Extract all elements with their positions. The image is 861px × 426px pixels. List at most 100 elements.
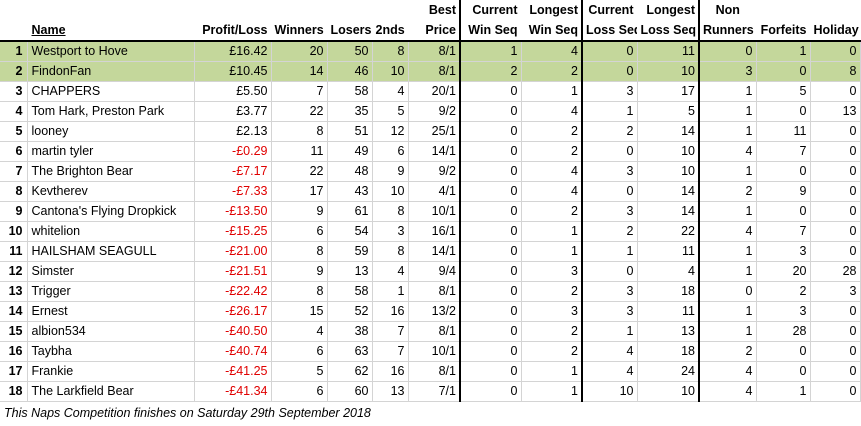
losers-cell: 59 [327, 241, 373, 262]
longest-win-seq-cell: 2 [521, 321, 583, 342]
header-longest-win: Longest [521, 0, 583, 20]
current-loss-seq-cell: 0 [582, 141, 638, 162]
non-runners-cell: 1 [699, 121, 757, 142]
header-current-loss: Current [582, 0, 638, 20]
profit-loss-cell: £16.42 [194, 41, 272, 62]
losers-cell: 50 [327, 41, 373, 62]
position-cell: 14 [0, 301, 28, 322]
header-profit-loss: Profit/Loss [194, 20, 272, 42]
position-cell: 10 [0, 221, 28, 242]
table-row: 3 CHAPPERS £5.50 7 58 4 20/1 0 1 3 17 1 5 0 [0, 81, 861, 102]
holiday-cell: 0 [810, 221, 861, 242]
position-cell: 13 [0, 281, 28, 302]
table-row: 12 Simster -£21.51 9 13 4 9/4 0 3 0 4 1 20 28 [0, 261, 861, 282]
seconds-cell: 13 [372, 381, 409, 402]
profit-loss-cell: -£7.17 [194, 161, 272, 182]
profit-loss-cell: -£13.50 [194, 201, 272, 222]
current-loss-seq-cell: 4 [582, 361, 638, 382]
non-runners-cell: 0 [699, 281, 757, 302]
holiday-cell: 0 [810, 181, 861, 202]
seconds-cell: 1 [372, 281, 409, 302]
non-runners-cell: 4 [699, 361, 757, 382]
naps-league-table: Best Current Longest Current Longest Non… [0, 0, 861, 402]
holiday-cell: 13 [810, 101, 861, 122]
non-runners-cell: 1 [699, 261, 757, 282]
profit-loss-cell: £3.77 [194, 101, 272, 122]
table-row: 10 whitelion -£15.25 6 54 3 16/1 0 1 2 22 4 7 0 [0, 221, 861, 242]
losers-cell: 54 [327, 221, 373, 242]
current-loss-seq-cell: 0 [582, 261, 638, 282]
best-price-cell: 20/1 [408, 81, 461, 102]
player-name-cell: Frankie [27, 361, 195, 382]
current-win-seq-cell: 0 [460, 281, 522, 302]
longest-loss-seq-cell: 14 [637, 121, 700, 142]
longest-loss-seq-cell: 14 [637, 201, 700, 222]
holiday-cell: 8 [810, 61, 861, 82]
current-loss-seq-cell: 3 [582, 301, 638, 322]
longest-loss-seq-cell: 10 [637, 61, 700, 82]
current-loss-seq-cell: 3 [582, 161, 638, 182]
winners-cell: 4 [271, 321, 328, 342]
longest-loss-seq-cell: 10 [637, 381, 700, 402]
winners-cell: 7 [271, 81, 328, 102]
forfeits-cell: 3 [756, 241, 811, 262]
player-name-cell: Kevtherev [27, 181, 195, 202]
position-cell: 11 [0, 241, 28, 262]
current-win-seq-cell: 0 [460, 81, 522, 102]
losers-cell: 63 [327, 341, 373, 362]
longest-loss-seq-cell: 11 [637, 41, 700, 62]
forfeits-cell: 1 [756, 381, 811, 402]
longest-win-seq-cell: 2 [521, 121, 583, 142]
table-row: 14 Ernest -£26.17 15 52 16 13/2 0 3 3 11 1 3 0 [0, 301, 861, 322]
header-win-seq-longest: Win Seq [521, 20, 583, 42]
forfeits-cell: 20 [756, 261, 811, 282]
longest-loss-seq-cell: 10 [637, 141, 700, 162]
current-win-seq-cell: 2 [460, 61, 522, 82]
best-price-cell: 8/1 [408, 361, 461, 382]
current-loss-seq-cell: 3 [582, 201, 638, 222]
player-name-cell: Tom Hark, Preston Park [27, 101, 195, 122]
holiday-cell: 3 [810, 281, 861, 302]
winners-cell: 6 [271, 221, 328, 242]
non-runners-cell: 1 [699, 321, 757, 342]
seconds-cell: 4 [372, 261, 409, 282]
losers-cell: 58 [327, 81, 373, 102]
table-row: 9 Cantona's Flying Dropkick -£13.50 9 61 8 10/… [0, 201, 861, 222]
profit-loss-cell: -£22.42 [194, 281, 272, 302]
current-loss-seq-cell: 1 [582, 101, 638, 122]
losers-cell: 48 [327, 161, 373, 182]
profit-loss-cell: -£15.25 [194, 221, 272, 242]
non-runners-cell: 2 [699, 341, 757, 362]
position-cell: 7 [0, 161, 28, 182]
longest-win-seq-cell: 1 [521, 241, 583, 262]
non-runners-cell: 4 [699, 381, 757, 402]
header-2nds: 2nds [372, 20, 409, 42]
header-runners: Runners [699, 20, 757, 42]
profit-loss-cell: £2.13 [194, 121, 272, 142]
current-win-seq-cell: 0 [460, 121, 522, 142]
forfeits-cell: 3 [756, 301, 811, 322]
non-runners-cell: 0 [699, 41, 757, 62]
best-price-cell: 14/1 [408, 241, 461, 262]
longest-loss-seq-cell: 11 [637, 241, 700, 262]
winners-cell: 6 [271, 341, 328, 362]
profit-loss-cell: -£0.29 [194, 141, 272, 162]
longest-win-seq-cell: 2 [521, 141, 583, 162]
longest-loss-seq-cell: 17 [637, 81, 700, 102]
player-name-cell: Taybha [27, 341, 195, 362]
longest-loss-seq-cell: 18 [637, 281, 700, 302]
player-name-cell: albion534 [27, 321, 195, 342]
seconds-cell: 3 [372, 221, 409, 242]
current-loss-seq-cell: 0 [582, 61, 638, 82]
table-row: 5 looney £2.13 8 51 12 25/1 0 2 2 14 1 11 0 [0, 121, 861, 142]
best-price-cell: 4/1 [408, 181, 461, 202]
holiday-cell: 0 [810, 201, 861, 222]
current-win-seq-cell: 0 [460, 221, 522, 242]
longest-win-seq-cell: 1 [521, 81, 583, 102]
current-win-seq-cell: 0 [460, 101, 522, 122]
best-price-cell: 25/1 [408, 121, 461, 142]
current-win-seq-cell: 0 [460, 361, 522, 382]
longest-win-seq-cell: 3 [521, 301, 583, 322]
forfeits-cell: 0 [756, 101, 811, 122]
losers-cell: 52 [327, 301, 373, 322]
